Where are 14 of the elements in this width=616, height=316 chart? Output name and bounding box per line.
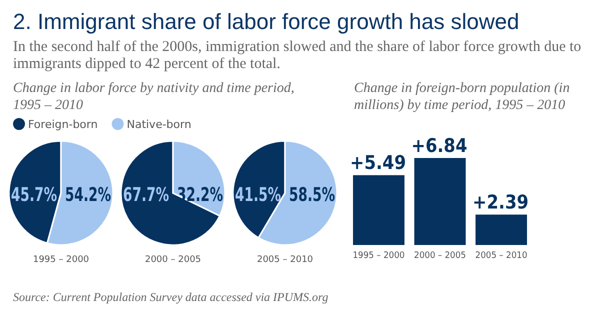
legend-label: Foreign-born (28, 118, 98, 131)
data-label: +6.84 (411, 135, 474, 157)
x-tick-label: 2005 – 2010 (475, 250, 532, 261)
chart-title: Change in foreign-born population (in millions) by time period, 1995 – 2010 (354, 81, 570, 113)
text: Change in labor force by nativity and time period, 1995 – 2010 (13, 81, 294, 113)
source-note: Source: Current Population Survey data accessed via IPUMS.org (13, 290, 328, 304)
legend-label: Native-born (126, 118, 192, 131)
data-label: +5.49 (350, 152, 413, 174)
data-label: 58.5% (289, 184, 355, 206)
x-tick-label: 1995 – 2000 (352, 250, 409, 261)
chart-subtitle: In the second half of the 2000s, immigration slowed and the share of labor force growth due to immigrants dipped to 42 percent of the total. (13, 39, 582, 72)
x-tick-label: 2000 – 2005 (414, 250, 470, 261)
data-label: +2.39 (472, 192, 536, 214)
chart-title: 2. Immigrant share of labor force growth has slowed (13, 9, 520, 34)
